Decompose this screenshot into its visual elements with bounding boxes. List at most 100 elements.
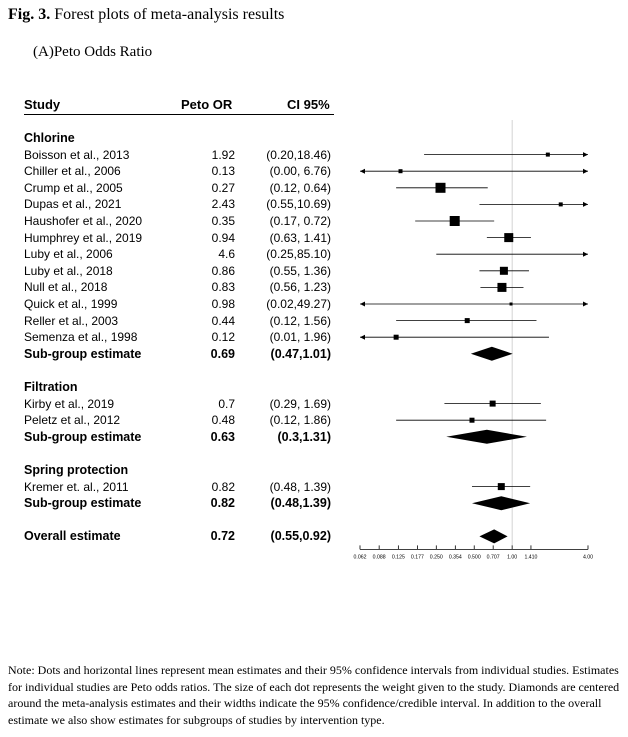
study-name: Dupas et al., 2021	[24, 197, 122, 212]
study-or: 0.13	[211, 164, 235, 179]
x-tick-label: 0.250	[430, 554, 443, 560]
forest-plot: 0.062 0.088 0.125 0.177 0.250 0.354 0.500 0.707…	[354, 120, 593, 560]
study-ci: (0.12, 1.86)	[269, 413, 331, 428]
study-or: 0.35	[211, 214, 235, 228]
study-name: Luby et al., 2018	[24, 263, 113, 278]
study-point	[393, 334, 399, 340]
subgroup-diamond	[470, 346, 513, 361]
study-ci: (0.12, 1.56)	[269, 313, 331, 328]
subgroup-estimate-ci: (0.48,1.39)	[270, 496, 331, 511]
study-name: Reller et al., 2003	[24, 313, 119, 328]
subgroup-estimate-ci: (0.3,1.31)	[277, 429, 331, 444]
study-ci: (0.55,10.69)	[266, 197, 331, 212]
study-name: Semenza et al., 1998	[24, 330, 138, 345]
study-point	[509, 302, 513, 306]
subgroup-estimate-or: 0.63	[210, 429, 235, 444]
study-ci: (0.20,18.46)	[266, 147, 331, 162]
subgroup-estimate-or: 0.69	[210, 346, 235, 361]
study-ci: (0.29, 1.69)	[269, 396, 331, 411]
study-name: Humphrey et al., 2019	[24, 230, 143, 245]
study-name: Kremer et. al., 2011	[24, 479, 129, 494]
study-point	[464, 318, 470, 324]
study-ci: (0.02,49.27)	[266, 297, 331, 311]
x-tick-label: 0.707	[487, 554, 500, 560]
subgroup-diamond	[446, 429, 527, 444]
group-heading: Filtration	[24, 380, 78, 394]
study-or: 0.48	[211, 413, 235, 428]
subgroup-estimate-ci: (0.47,1.01)	[270, 346, 331, 361]
study-arrow-left	[360, 334, 365, 340]
study-point	[489, 400, 496, 407]
study-or: 0.12	[211, 330, 235, 345]
study-arrow-left	[360, 301, 365, 307]
subgroup-estimate-label: Sub-group estimate	[24, 429, 142, 444]
study-or: 0.7	[218, 396, 235, 411]
header-study: Study	[24, 97, 61, 112]
study-name: Haushofer et al., 2020	[24, 214, 143, 228]
study-arrow-right	[583, 201, 588, 207]
header-rule	[24, 114, 334, 115]
study-point	[497, 282, 507, 292]
study-name: Luby et al., 2006	[24, 247, 113, 262]
subgroup-estimate-or: 0.82	[210, 496, 235, 511]
study-point	[398, 169, 403, 174]
study-name: Quick et al., 1999	[24, 297, 118, 311]
figure-title: Fig. 3. Forest plots of meta-analysis re…	[8, 6, 284, 24]
overall-estimate-or: 0.72	[210, 529, 235, 544]
subgroup-estimate-label: Sub-group estimate	[24, 346, 142, 361]
study-point	[545, 152, 550, 157]
study-ci: (0.17, 0.72)	[269, 214, 331, 228]
study-arrow-right	[583, 152, 588, 158]
overall-estimate-ci: (0.55,0.92)	[270, 529, 331, 544]
study-ci: (0.12, 0.64)	[269, 180, 331, 195]
subgroup-estimate-label: Sub-group estimate	[24, 496, 142, 511]
study-ci: (0.00, 6.76)	[269, 164, 331, 179]
study-arrow-right	[583, 251, 588, 257]
study-or: 2.43	[211, 197, 235, 212]
x-tick-label: 0.088	[373, 554, 386, 560]
study-arrow-right	[583, 301, 588, 307]
study-or: 1.92	[211, 147, 235, 162]
forest-table: Chlorine Boisson et al., 2013 1.92 (0.20,18…	[24, 131, 331, 544]
study-point	[435, 182, 446, 193]
x-tick-label: 4.00	[583, 554, 593, 560]
study-name: Chiller et al., 2006	[24, 164, 121, 179]
study-point	[497, 483, 505, 491]
panel-title: (A)Peto Odds Ratio	[33, 44, 153, 60]
figure-note: Note: Dots and horizontal lines represen…	[8, 663, 620, 727]
x-tick-label: 1.410	[524, 554, 537, 560]
x-tick-label: 0.354	[449, 554, 462, 560]
study-ci: (0.48, 1.39)	[269, 479, 331, 494]
study-point	[504, 233, 514, 243]
study-or: 0.82	[211, 479, 235, 494]
x-tick-label: 0.062	[354, 554, 367, 560]
overall-diamond	[479, 529, 508, 544]
x-tick-label: 0.177	[411, 554, 424, 560]
study-name: Peletz et al., 2012	[24, 413, 121, 428]
study-point	[469, 417, 475, 423]
figure-caption: Forest plots of meta-analysis results	[54, 6, 285, 23]
study-name: Boisson et al., 2013	[24, 147, 130, 162]
study-point	[499, 266, 508, 275]
x-tick-label: 0.500	[468, 554, 481, 560]
group-heading: Chlorine	[24, 131, 75, 145]
study-name: Kirby et al., 2019	[24, 396, 115, 411]
study-ci: (0.63, 1.41)	[269, 230, 331, 245]
subgroup-diamond	[471, 496, 531, 511]
x-tick-label: 1.00	[507, 554, 517, 560]
study-or: 0.94	[211, 230, 235, 245]
overall-estimate-label: Overall estimate	[24, 529, 121, 544]
study-ci: (0.56, 1.23)	[269, 280, 331, 295]
study-or: 0.86	[211, 263, 235, 278]
group-heading: Spring protection	[24, 463, 129, 477]
study-arrow-left	[360, 168, 365, 174]
study-ci: (0.01, 1.96)	[269, 330, 331, 345]
figure-label: Fig. 3.	[8, 6, 51, 23]
study-or: 0.83	[211, 280, 235, 295]
x-tick-label: 0.125	[392, 554, 405, 560]
study-or: 4.6	[218, 247, 235, 262]
study-or: 0.27	[211, 180, 235, 195]
study-ci: (0.55, 1.36)	[269, 263, 331, 278]
header-peto-or: Peto OR	[181, 97, 233, 112]
study-point	[558, 202, 563, 207]
